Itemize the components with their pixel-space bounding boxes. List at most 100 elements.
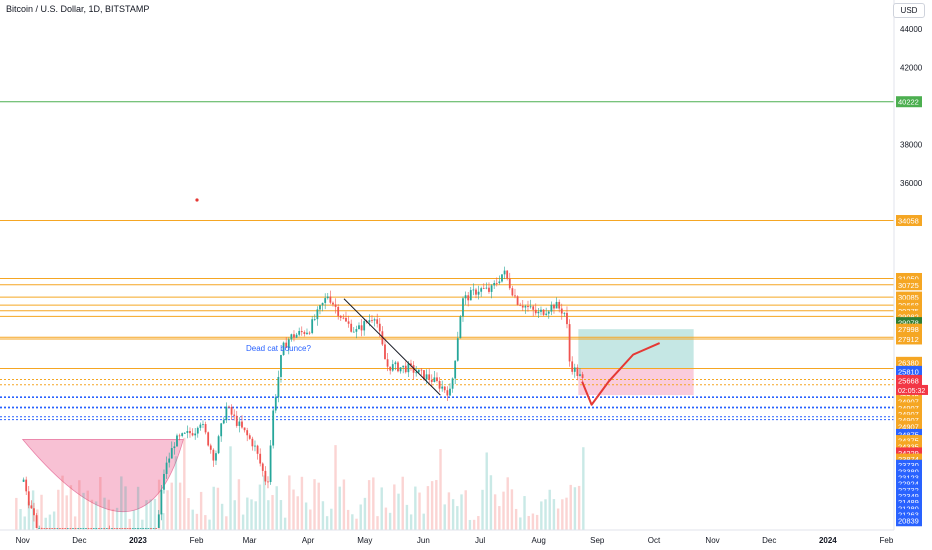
candle-body [389,366,392,371]
price-tag-bg [896,374,922,386]
volume-bar [510,489,514,530]
volume-bar [346,509,350,530]
candle-body [66,528,69,529]
candle-body [358,325,360,330]
candle-body [529,306,532,308]
volume-bar [376,516,379,530]
volume-bar [447,492,451,530]
symbol-title: Bitcoin / U.S. Dollar, 1D, BITSTAMP [6,4,150,14]
countdown-label: 02:05:32 [898,388,925,395]
candle-body [92,528,95,529]
candle-body [339,315,342,318]
volume-bar [86,490,89,530]
x-tick-label: Jun [417,536,430,545]
candle-body [181,433,184,436]
volume-bar [456,506,459,530]
candle-body [550,304,553,312]
candle-body [376,319,379,324]
volume-bar [363,497,367,530]
candle-body [475,289,477,295]
x-tick-label: Apr [302,536,315,545]
price-tag-label: 24907 [898,398,919,407]
volume-bar [44,517,47,530]
price-tag-bg [896,333,922,345]
candle-body [85,528,87,529]
candle-body [27,491,30,506]
volume-bar [153,498,157,530]
candle-body [428,374,431,380]
candle-body [225,406,228,421]
volume-bar [132,510,136,530]
price-tag-label: 29082 [898,312,919,321]
y-tick-label: 44000 [900,25,923,34]
volume-bar [279,500,283,530]
candle-body [69,528,72,529]
currency-button[interactable]: USD [893,3,925,18]
volume-bar [309,509,312,530]
candle-body [282,342,285,356]
volume-bar [250,499,253,530]
volume-bar [267,500,270,530]
volume-bar [73,516,77,530]
volume-bar [565,497,568,530]
candle-body [246,430,249,436]
candle-body [397,362,399,372]
price-tag-bg [896,490,922,502]
volume-bar [271,495,274,530]
volume-bar [27,501,31,530]
volume-bar [48,514,52,530]
price-tag-label: 24335 [898,443,919,452]
volume-bar [187,498,190,530]
candle-body [293,334,295,338]
candle-body [64,528,67,529]
stop-loss-zone [578,368,694,396]
y-tick-label: 36000 [900,179,923,188]
candle-body [30,505,33,509]
volume-bar [145,500,148,530]
candle-body [82,528,85,529]
candle-body [142,528,145,529]
volume-bar [430,481,434,530]
volume-bar [573,487,577,530]
candle-body [360,325,363,331]
x-tick-label: Aug [532,536,546,545]
candle-body [53,528,56,529]
volume-bar [325,516,329,530]
volume-bar [225,516,228,530]
candle-body [423,370,425,380]
candle-body [394,362,397,365]
volume-bar [313,479,316,530]
candle-body [238,421,241,426]
candle-body [469,290,472,301]
volume-bar [569,484,572,530]
x-tick-label: Sep [590,536,605,545]
candle-body [176,435,178,447]
candle-body [410,363,412,366]
candle-body [285,342,288,348]
price-tag-label: 27998 [898,325,919,334]
volume-bar [535,514,539,530]
candle-body [355,329,358,332]
candle-body [51,528,54,529]
volume-bar [485,452,488,530]
price-tag-label: 25536 [898,391,919,400]
volume-bar [40,494,43,530]
price-tag-bg [896,279,922,291]
price-tag-bg [896,402,922,414]
volume-bar [111,509,115,530]
volume-bar [191,509,194,530]
candle-body [202,424,204,425]
volume-bar [183,437,186,530]
candle-body [326,296,329,299]
candle-body [430,379,433,382]
volume-bar [540,501,543,530]
candle-body [137,528,139,529]
volume-bar [523,496,526,530]
candle-body [139,528,142,529]
price-tag-bg [896,365,922,377]
candle-body [506,270,509,279]
volume-bar [65,495,68,530]
candle-body [462,298,464,317]
